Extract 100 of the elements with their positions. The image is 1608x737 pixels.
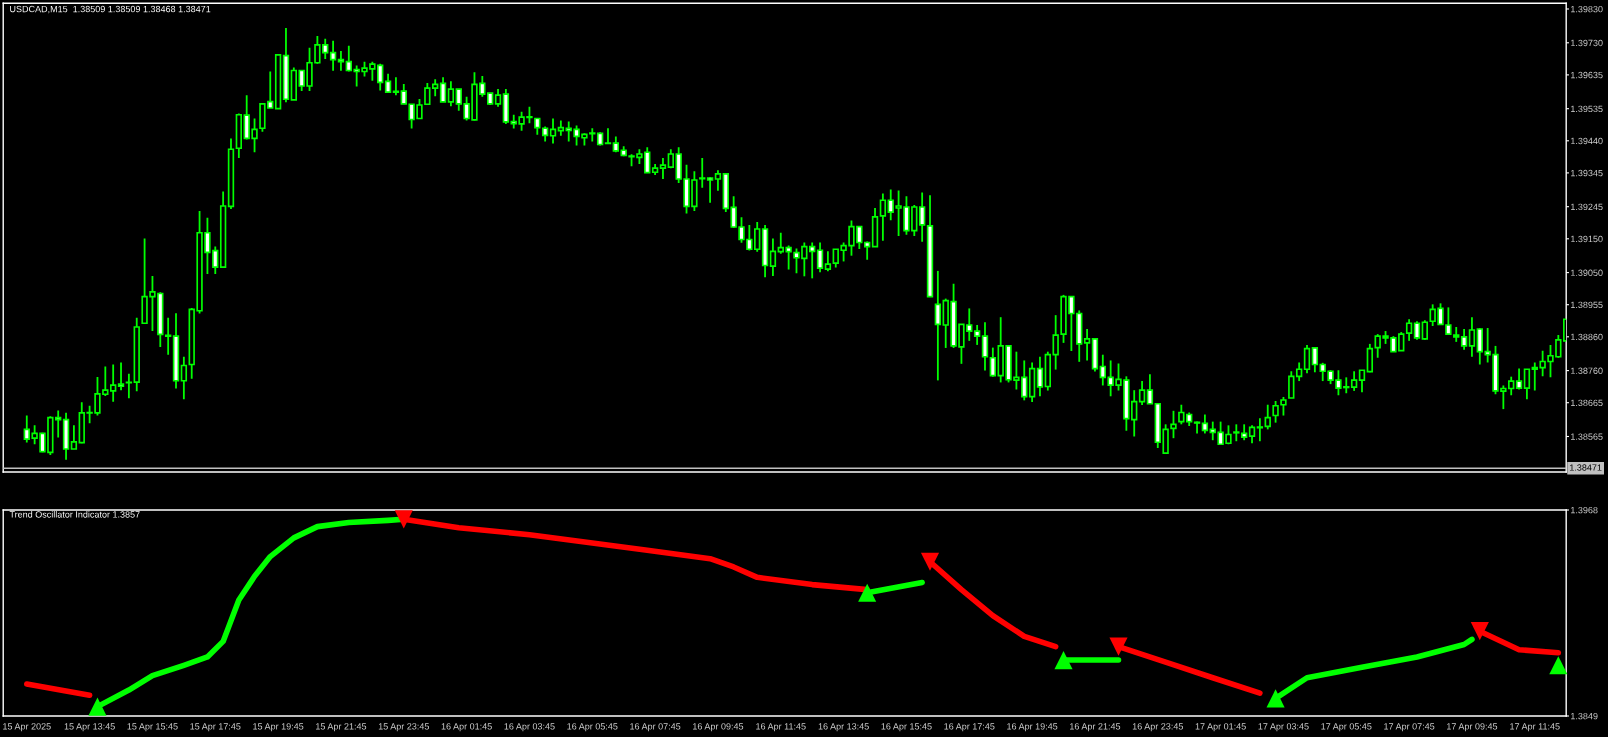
y-tick-label: 1.39345 — [1571, 169, 1603, 177]
candlestick — [816, 241, 824, 274]
x-tick-label: 16 Apr 17:45 — [944, 723, 995, 732]
candlestick — [329, 39, 337, 72]
candlestick — [989, 346, 997, 378]
y-tick-label: 1.3968 — [1571, 506, 1598, 514]
x-tick-label: 16 Apr 07:45 — [630, 723, 681, 732]
candlestick — [706, 176, 714, 204]
x-tick-label: 16 Apr 19:45 — [1007, 723, 1058, 732]
candlestick — [604, 127, 612, 145]
point — [394, 510, 413, 529]
x-tick-label: 15 Apr 21:45 — [316, 723, 367, 732]
y-tick-label: 1.39050 — [1571, 269, 1603, 276]
candlestick — [1303, 344, 1311, 375]
candlestick — [769, 237, 777, 277]
point — [1109, 637, 1128, 656]
y-tick-label: 1.39150 — [1571, 235, 1603, 243]
candlestick — [1460, 328, 1468, 351]
candlestick — [1295, 361, 1303, 382]
candlestick — [1201, 413, 1209, 435]
candlestick — [125, 372, 133, 400]
candlestick — [1256, 417, 1264, 443]
candlestick — [1405, 318, 1413, 342]
y-tick-label: 1.38760 — [1571, 367, 1603, 374]
x-tick-label: 16 Apr 21:45 — [1070, 723, 1121, 732]
point — [1470, 622, 1489, 641]
x-tick-label: 16 Apr 03:45 — [504, 723, 555, 732]
candlestick — [1146, 373, 1154, 405]
candlestick — [699, 157, 706, 189]
candlestick — [1288, 370, 1295, 399]
y-tick-label: 1.39730 — [1571, 39, 1603, 47]
chart-title: Trend Oscillator Indicator 1.3857 — [9, 511, 140, 518]
candlestick — [1311, 347, 1319, 374]
candlestick — [447, 80, 455, 108]
x-tick-label: 16 Apr 05:45 — [567, 723, 618, 732]
candlestick — [1170, 409, 1177, 440]
x-tick-label: 15 Apr 17:45 — [190, 723, 241, 732]
candlestick — [934, 269, 942, 382]
chart-title: USDCAD,M15 1.38509 1.38509 1.38468 1.38471 — [10, 5, 211, 14]
candlestick — [824, 250, 832, 273]
candlestick — [1350, 370, 1358, 392]
x-tick-label: 16 Apr 09:45 — [693, 723, 744, 732]
point — [1054, 651, 1073, 670]
candlestick — [117, 361, 125, 392]
y-tick-label: 1.39245 — [1571, 203, 1603, 211]
candlestick — [1366, 342, 1374, 374]
x-tick-label: 16 Apr 13:45 — [818, 723, 869, 732]
candlestick — [164, 316, 172, 356]
point — [88, 697, 107, 716]
y-tick-label: 1.38665 — [1571, 399, 1603, 407]
x-tick-label: 16 Apr 23:45 — [1132, 723, 1183, 732]
candlestick — [180, 355, 188, 401]
candlestick — [70, 424, 78, 450]
x-tick-label: 17 Apr 05:45 — [1321, 723, 1372, 732]
x-tick-label: 15 Apr 15:45 — [127, 723, 178, 732]
x-tick-label: 17 Apr 07:45 — [1384, 723, 1435, 732]
point — [1266, 689, 1285, 708]
candlestick — [879, 192, 887, 242]
candlestick — [1083, 328, 1091, 362]
x-tick-label: 16 Apr 01:45 — [441, 723, 492, 732]
candlestick — [1264, 403, 1271, 431]
y-tick-label: 1.3849 — [1571, 712, 1598, 720]
point — [858, 583, 877, 602]
candlestick — [392, 76, 400, 97]
candlestick — [1138, 380, 1146, 406]
point — [920, 552, 940, 571]
x-tick-label: 17 Apr 03:45 — [1258, 723, 1309, 732]
candlestick — [1523, 368, 1531, 401]
x-tick-label: 16 Apr 11:45 — [756, 723, 806, 732]
x-tick-label: 15 Apr 2025 — [3, 723, 51, 732]
candlestick — [439, 76, 447, 103]
candlestick — [918, 191, 926, 243]
candlestick — [384, 72, 392, 94]
candlestick — [1413, 320, 1421, 341]
ref-line-label: 1.38471 — [1570, 464, 1602, 471]
y-tick-label: 1.39440 — [1571, 137, 1603, 145]
y-tick-label: 1.39830 — [1571, 5, 1603, 13]
x-tick-label: 15 Apr 13:45 — [64, 723, 115, 732]
x-tick-label: 17 Apr 11:45 — [1510, 723, 1560, 732]
candlestick — [659, 157, 667, 180]
y-tick-label: 1.38955 — [1571, 301, 1603, 309]
x-tick-label: 16 Apr 15:45 — [881, 723, 932, 732]
candlestick — [337, 49, 345, 72]
candlestick — [973, 324, 981, 346]
candlestick — [714, 169, 722, 192]
candlestick — [1036, 355, 1044, 398]
x-tick-label: 15 Apr 23:45 — [378, 723, 429, 732]
y-tick-label: 1.39635 — [1571, 71, 1603, 79]
point — [1549, 656, 1568, 675]
y-tick-label: 1.38565 — [1571, 433, 1603, 440]
candlestick — [1358, 369, 1366, 394]
x-tick-label: 15 Apr 19:45 — [253, 723, 304, 732]
x-tick-label: 17 Apr 01:45 — [1195, 723, 1246, 732]
x-tick-label: 17 Apr 09:45 — [1447, 723, 1498, 732]
y-tick-label: 1.39535 — [1571, 105, 1603, 113]
y-tick-label: 1.38860 — [1571, 333, 1603, 341]
candlestick — [549, 117, 557, 145]
candlestick — [981, 321, 989, 372]
candlestick — [1515, 367, 1523, 391]
candlestick — [1468, 316, 1476, 358]
